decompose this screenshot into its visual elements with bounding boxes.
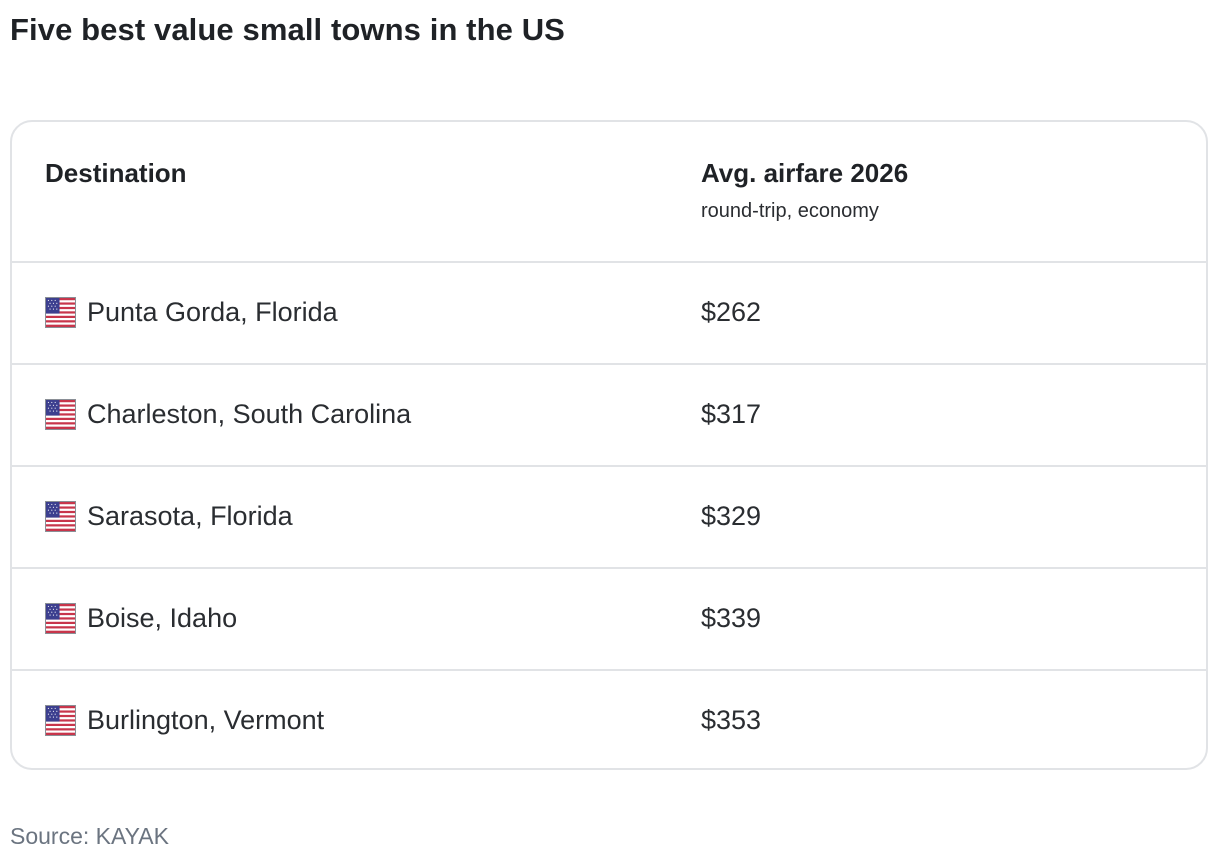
us-flag-icon <box>45 399 76 430</box>
page-title: Five best value small towns in the US <box>10 12 565 47</box>
table-row: Boise, Idaho $339 <box>12 569 1206 671</box>
table-row: Burlington, Vermont $353 <box>12 671 1206 768</box>
destination-name: Burlington, Vermont <box>87 705 325 735</box>
destination-name: Sarasota, Florida <box>87 501 293 531</box>
destination-name: Boise, Idaho <box>87 603 238 633</box>
column-header-airfare: Avg. airfare 2026 <box>701 158 909 188</box>
us-flag-icon <box>45 501 76 532</box>
source-note: Source: KAYAK <box>10 823 169 849</box>
table-body: Punta Gorda, Florida $262 Charleston, So… <box>12 263 1206 768</box>
table-row: Charleston, South Carolina $317 <box>12 365 1206 467</box>
airfare-value: $353 <box>701 705 762 735</box>
column-header-destination: Destination <box>45 158 187 188</box>
table-row: Sarasota, Florida $329 <box>12 467 1206 569</box>
table-header-row: Destination Avg. airfare 2026 round-trip… <box>12 122 1206 263</box>
column-subheader-airfare: round-trip, economy <box>701 200 879 222</box>
airfare-value: $329 <box>701 501 762 531</box>
table-row: Punta Gorda, Florida $262 <box>12 263 1206 365</box>
us-flag-icon <box>45 297 76 328</box>
airfare-value: $317 <box>701 399 762 429</box>
destination-name: Punta Gorda, Florida <box>87 297 338 327</box>
us-flag-icon <box>45 705 76 736</box>
destination-name: Charleston, South Carolina <box>87 399 412 429</box>
airfare-value: $339 <box>701 603 762 633</box>
airfare-table: Destination Avg. airfare 2026 round-trip… <box>10 120 1208 770</box>
airfare-value: $262 <box>701 297 762 327</box>
us-flag-icon <box>45 603 76 634</box>
